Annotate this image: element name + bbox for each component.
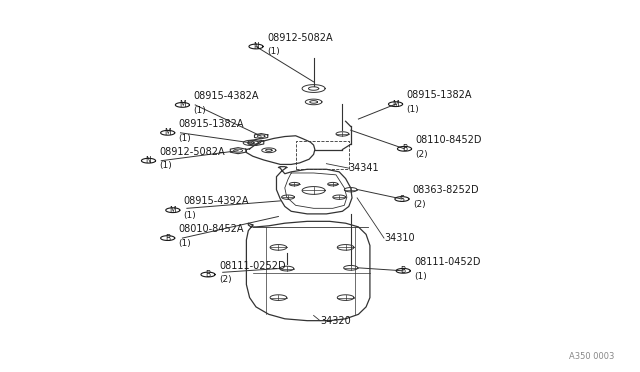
Text: N: N [253, 42, 259, 51]
Text: (1): (1) [193, 106, 206, 115]
Text: (1): (1) [267, 47, 280, 56]
Text: 08912-5082A: 08912-5082A [267, 33, 333, 43]
Text: 08915-4382A: 08915-4382A [193, 91, 259, 101]
Text: M: M [164, 128, 171, 137]
Text: S: S [399, 195, 404, 203]
Text: (2): (2) [219, 275, 232, 284]
Text: A350 0003: A350 0003 [569, 352, 614, 361]
Text: (2): (2) [415, 150, 428, 158]
Text: M: M [179, 100, 186, 109]
Text: (1): (1) [414, 272, 427, 280]
Text: (1): (1) [406, 105, 419, 114]
Text: 08110-8452D: 08110-8452D [415, 135, 482, 145]
Text: B: B [401, 266, 406, 275]
Text: B: B [165, 234, 170, 243]
Text: 34320: 34320 [320, 316, 351, 326]
Text: 08915-4392A: 08915-4392A [184, 196, 249, 206]
Text: (1): (1) [159, 161, 172, 170]
Text: M: M [170, 206, 176, 215]
Text: 08912-5082A: 08912-5082A [159, 147, 225, 157]
Text: (2): (2) [413, 200, 426, 209]
Text: (1): (1) [179, 239, 191, 248]
Text: (1): (1) [179, 134, 191, 142]
Text: B: B [402, 144, 407, 153]
Text: N: N [146, 156, 151, 165]
Text: B: B [205, 270, 211, 279]
Text: 08111-0452D: 08111-0452D [414, 257, 481, 267]
Text: 34341: 34341 [349, 163, 380, 173]
Text: 08915-1382A: 08915-1382A [179, 119, 244, 129]
Text: 08010-8452A: 08010-8452A [179, 224, 244, 234]
Text: M: M [392, 100, 399, 109]
Text: 08111-0252D: 08111-0252D [219, 261, 285, 271]
Text: (1): (1) [184, 211, 196, 220]
Text: 08915-1382A: 08915-1382A [406, 90, 472, 100]
Text: 08363-8252D: 08363-8252D [413, 185, 479, 195]
Text: 34310: 34310 [384, 233, 415, 243]
